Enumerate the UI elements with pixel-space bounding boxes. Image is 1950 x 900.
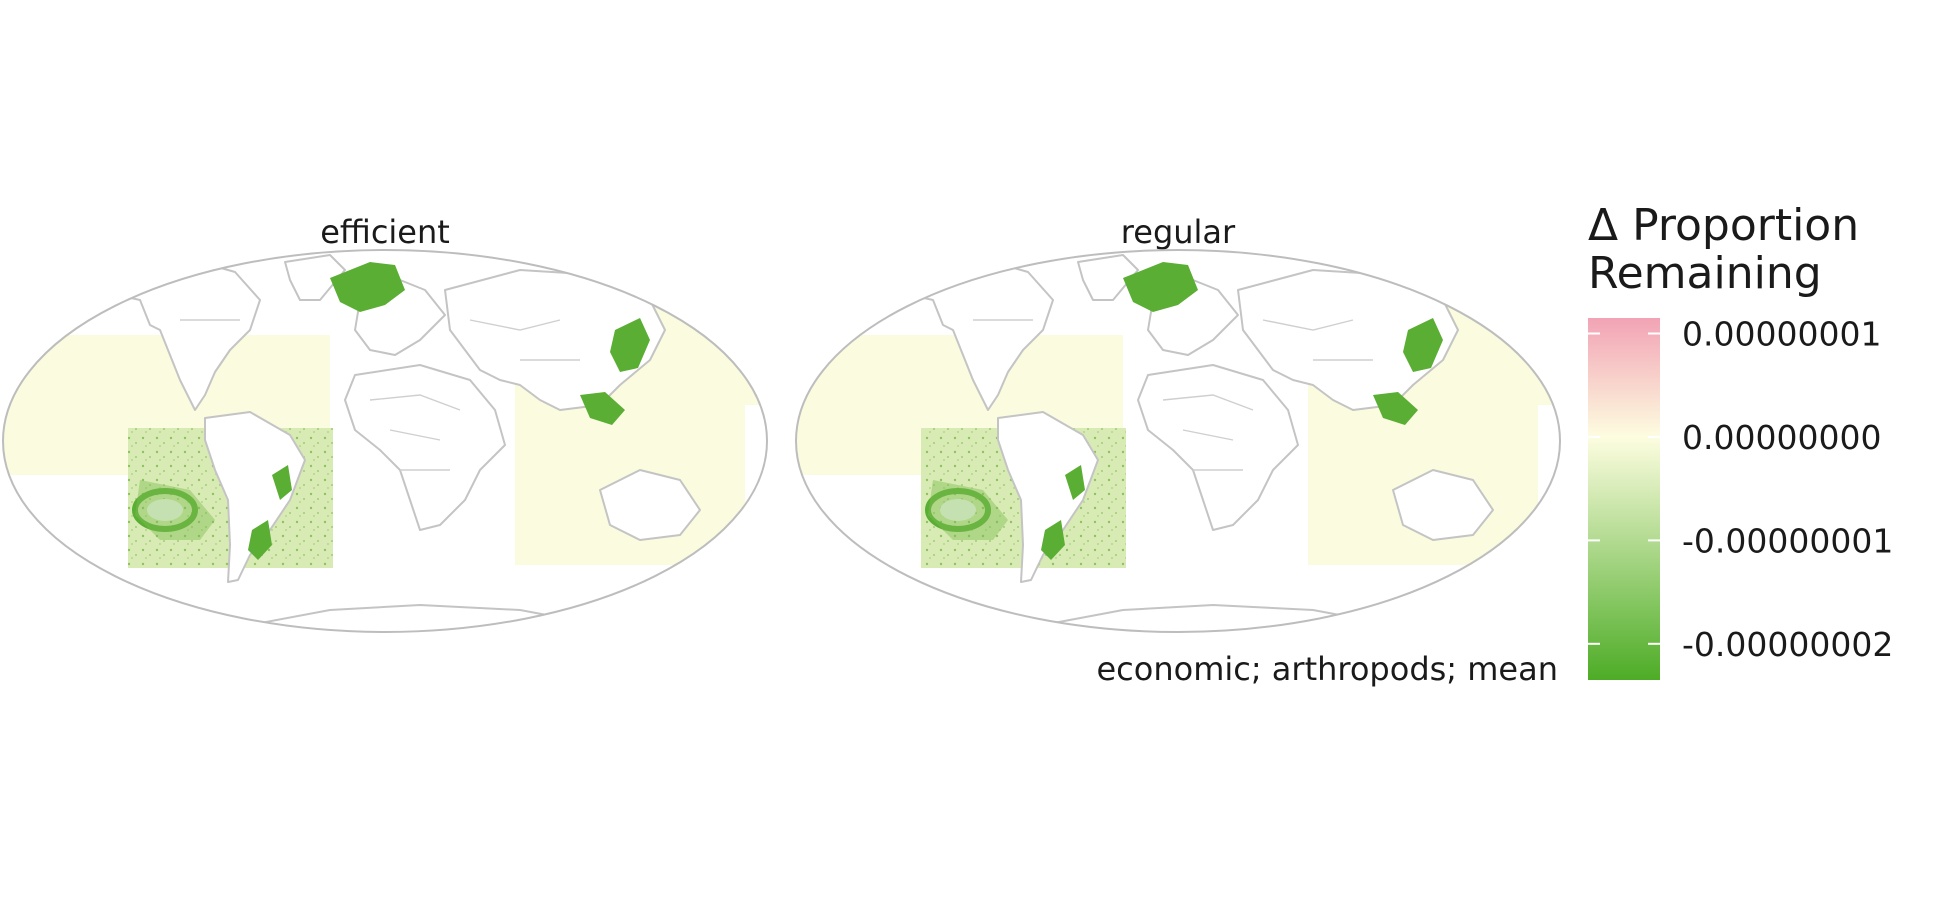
continents-regular	[887, 254, 1494, 632]
country-borders	[973, 319, 1373, 471]
legend-ticks: 0.00000001 0.00000000 -0.00000001 -0.000000…	[1588, 315, 1893, 664]
hotspot-south-america-east	[1041, 520, 1065, 560]
hotspot-south-america-east	[248, 520, 272, 560]
legend-colorbar	[1588, 318, 1660, 680]
land-antarctica	[249, 604, 601, 632]
hotspot-north-sea	[1123, 262, 1198, 312]
hotspot-south-pacific-dense	[135, 480, 215, 540]
hotspot-ring	[925, 488, 991, 532]
hotspot-east-asia	[1403, 318, 1443, 372]
land-australia	[1392, 469, 1494, 541]
land-africa	[1137, 364, 1299, 531]
land-antarctica	[1042, 604, 1394, 632]
land-australia	[599, 469, 701, 541]
legend-tick-label: -0.00000002	[1682, 625, 1893, 664]
legend-title-line-2: Remaining	[1588, 248, 1822, 299]
caption: economic; arthropods; mean	[1096, 650, 1558, 688]
hotspot-south-america-south	[272, 465, 292, 500]
hotspot-north-sea	[330, 262, 405, 312]
panel-title-efficient: efficient	[320, 213, 450, 251]
land-south-america	[204, 411, 306, 583]
hotspot-south-pacific-dense	[928, 480, 1008, 540]
panel-title-regular: regular	[1121, 213, 1236, 251]
map-body-regular	[796, 254, 1553, 632]
legend-title-line-1: Δ Proportion	[1588, 200, 1859, 251]
hotspot-south-america-south	[1065, 465, 1085, 500]
hotspot-east-asia	[610, 318, 650, 372]
hotspot-southeast-asia	[580, 392, 625, 425]
ocean-gap	[940, 499, 976, 521]
hotspot-ring	[132, 488, 198, 532]
legend-tick-label: 0.00000001	[1682, 315, 1881, 354]
map-panel-regular: regular	[795, 213, 1561, 633]
globe-outline-regular	[795, 249, 1561, 633]
legend-tick-label: 0.00000000	[1682, 418, 1881, 457]
legend-tick-label: -0.00000001	[1682, 521, 1893, 560]
globe-outline-efficient	[2, 249, 768, 633]
ocean-gap	[147, 499, 183, 521]
map-body-efficient	[3, 254, 760, 632]
land-greenland	[284, 254, 346, 301]
country-borders	[180, 319, 580, 471]
map-panel-efficient: efficient	[2, 213, 768, 633]
land-south-america	[997, 411, 1099, 583]
land-africa	[344, 364, 506, 531]
color-legend: Δ Proportion Remaining 0.000000010.00000…	[1588, 200, 1893, 680]
hotspot-southeast-asia	[1373, 392, 1418, 425]
land-greenland	[1077, 254, 1139, 301]
